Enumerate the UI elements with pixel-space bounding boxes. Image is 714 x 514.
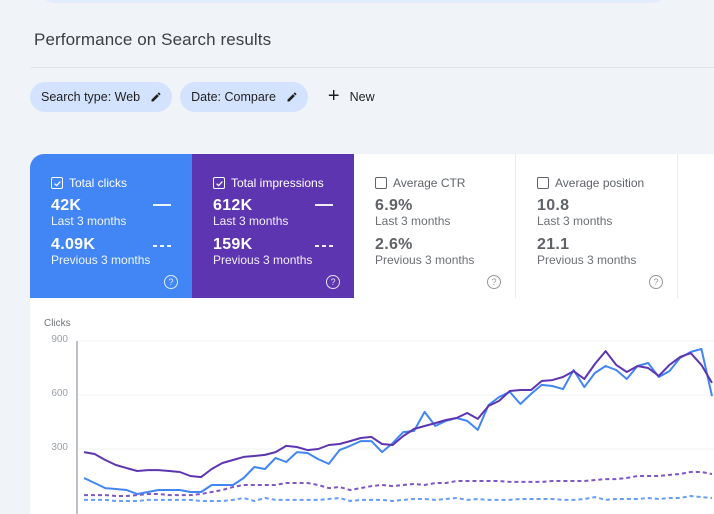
chip-label: Search type: Web: [41, 90, 141, 104]
metric-label: Total clicks: [69, 176, 128, 190]
metric-compare-period: Previous 3 months: [537, 253, 637, 267]
series-line: [83, 347, 713, 495]
help-icon[interactable]: ?: [164, 275, 178, 289]
new-filter-button[interactable]: + New: [327, 85, 375, 107]
page-title: Performance on Search results: [34, 30, 272, 49]
solid-line-legend-icon: [315, 204, 333, 206]
performance-card: Total clicks 42K Last 3 months 4.09K Pre…: [30, 154, 714, 514]
metric-label: Average CTR: [393, 176, 466, 190]
checkbox-unchecked-icon[interactable]: [375, 177, 387, 189]
series-line: [84, 471, 713, 497]
pencil-icon: [287, 92, 297, 102]
metric-tabs: Total clicks 42K Last 3 months 4.09K Pre…: [30, 154, 678, 298]
metric-value: 10.8: [537, 197, 570, 214]
metric-label: Total impressions: [231, 176, 324, 190]
solid-line-legend-icon: [153, 204, 171, 206]
metric-total-impressions[interactable]: Total impressions 612K Last 3 months 159…: [192, 154, 354, 298]
metric-period: Last 3 months: [51, 214, 127, 228]
filter-bar: Search type: Web Date: Compare + New: [30, 82, 375, 112]
metric-value: 42K: [51, 197, 82, 214]
pencil-icon: [151, 92, 161, 102]
y-tick-600: 600: [51, 388, 68, 399]
series-line: [84, 495, 713, 502]
metric-compare-period: Previous 3 months: [213, 253, 313, 267]
help-icon[interactable]: ?: [326, 275, 340, 289]
metric-compare-period: Previous 3 months: [375, 253, 475, 267]
help-icon[interactable]: ?: [487, 275, 501, 289]
series-line: [83, 350, 713, 479]
metric-compare-value: 159K: [213, 236, 253, 253]
metric-value: 612K: [213, 197, 253, 214]
metric-period: Last 3 months: [537, 214, 613, 228]
metric-average-ctr[interactable]: Average CTR 6.9% Last 3 months 2.6% Prev…: [354, 154, 516, 298]
metric-compare-period: Previous 3 months: [51, 253, 151, 267]
plus-icon: +: [327, 85, 340, 107]
metric-average-position[interactable]: Average position 10.8 Last 3 months 21.1…: [516, 154, 678, 298]
metric-total-clicks[interactable]: Total clicks 42K Last 3 months 4.09K Pre…: [30, 154, 192, 298]
checkbox-checked-icon[interactable]: [51, 177, 63, 189]
new-filter-label: New: [349, 90, 375, 104]
metric-compare-value: 4.09K: [51, 236, 96, 253]
checkbox-unchecked-icon[interactable]: [537, 177, 549, 189]
metric-compare-value: 21.1: [537, 236, 570, 253]
filter-chip-search-type[interactable]: Search type: Web: [30, 82, 173, 112]
filter-chip-date[interactable]: Date: Compare: [180, 82, 308, 112]
checkbox-checked-icon[interactable]: [213, 177, 225, 189]
y-tick-900: 900: [51, 334, 68, 345]
performance-chart[interactable]: Clicks 900 600 300: [30, 298, 714, 514]
metric-period: Last 3 months: [213, 214, 289, 228]
y-tick-300: 300: [51, 442, 68, 453]
dashed-line-legend-icon: [315, 245, 333, 247]
search-bar-edge[interactable]: [40, 0, 666, 3]
metric-compare-value: 2.6%: [375, 236, 413, 253]
divider: [30, 67, 714, 68]
chip-label: Date: Compare: [191, 90, 276, 104]
help-icon[interactable]: ?: [649, 275, 663, 289]
dashed-line-legend-icon: [153, 245, 171, 247]
metric-label: Average position: [555, 176, 645, 190]
chart-plot: [76, 340, 714, 514]
metric-period: Last 3 months: [375, 214, 451, 228]
y-axis-title: Clicks: [44, 318, 71, 329]
metric-value: 6.9%: [375, 197, 413, 214]
